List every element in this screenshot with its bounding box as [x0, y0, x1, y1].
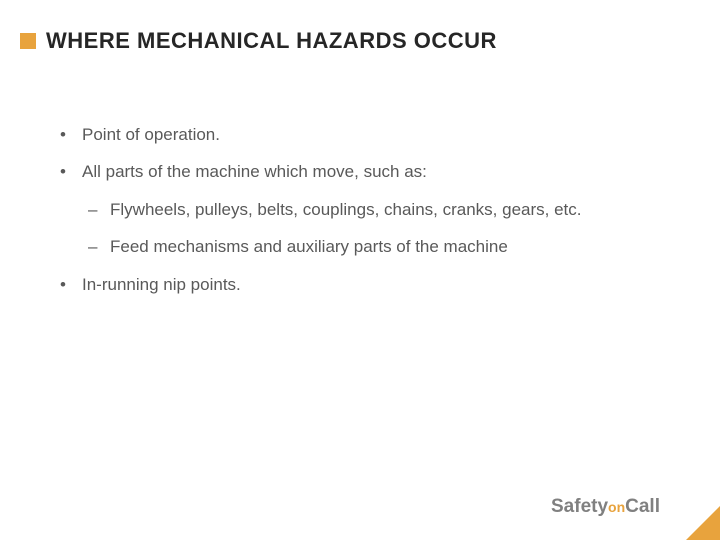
list-item: Flywheels, pulleys, belts, couplings, ch… — [54, 191, 680, 228]
bullet-list: Point of operation. All parts of the mac… — [54, 116, 680, 303]
footer-part-safety: Safety — [551, 496, 608, 517]
list-item: All parts of the machine which move, suc… — [54, 153, 680, 190]
corner-triangle-icon — [686, 506, 720, 540]
slide-title: WHERE MECHANICAL HAZARDS OCCUR — [46, 28, 497, 54]
slide-body: Point of operation. All parts of the mac… — [0, 116, 720, 303]
title-bullet-square — [20, 33, 36, 49]
list-item: Feed mechanisms and auxiliary parts of t… — [54, 228, 680, 265]
list-item-text: All parts of the machine which move, suc… — [82, 162, 427, 181]
list-item-text: Feed mechanisms and auxiliary parts of t… — [110, 237, 508, 256]
list-item: Point of operation. — [54, 116, 680, 153]
list-item: In-running nip points. — [54, 266, 680, 303]
list-item-text: Flywheels, pulleys, belts, couplings, ch… — [110, 200, 582, 219]
footer-part-on: on — [608, 499, 625, 515]
list-item-text: In-running nip points. — [82, 275, 241, 294]
footer-logo: SafetyonCall — [551, 496, 660, 518]
list-item-text: Point of operation. — [82, 125, 220, 144]
footer-part-call: Call — [625, 496, 660, 517]
slide-title-row: WHERE MECHANICAL HAZARDS OCCUR — [0, 0, 720, 54]
